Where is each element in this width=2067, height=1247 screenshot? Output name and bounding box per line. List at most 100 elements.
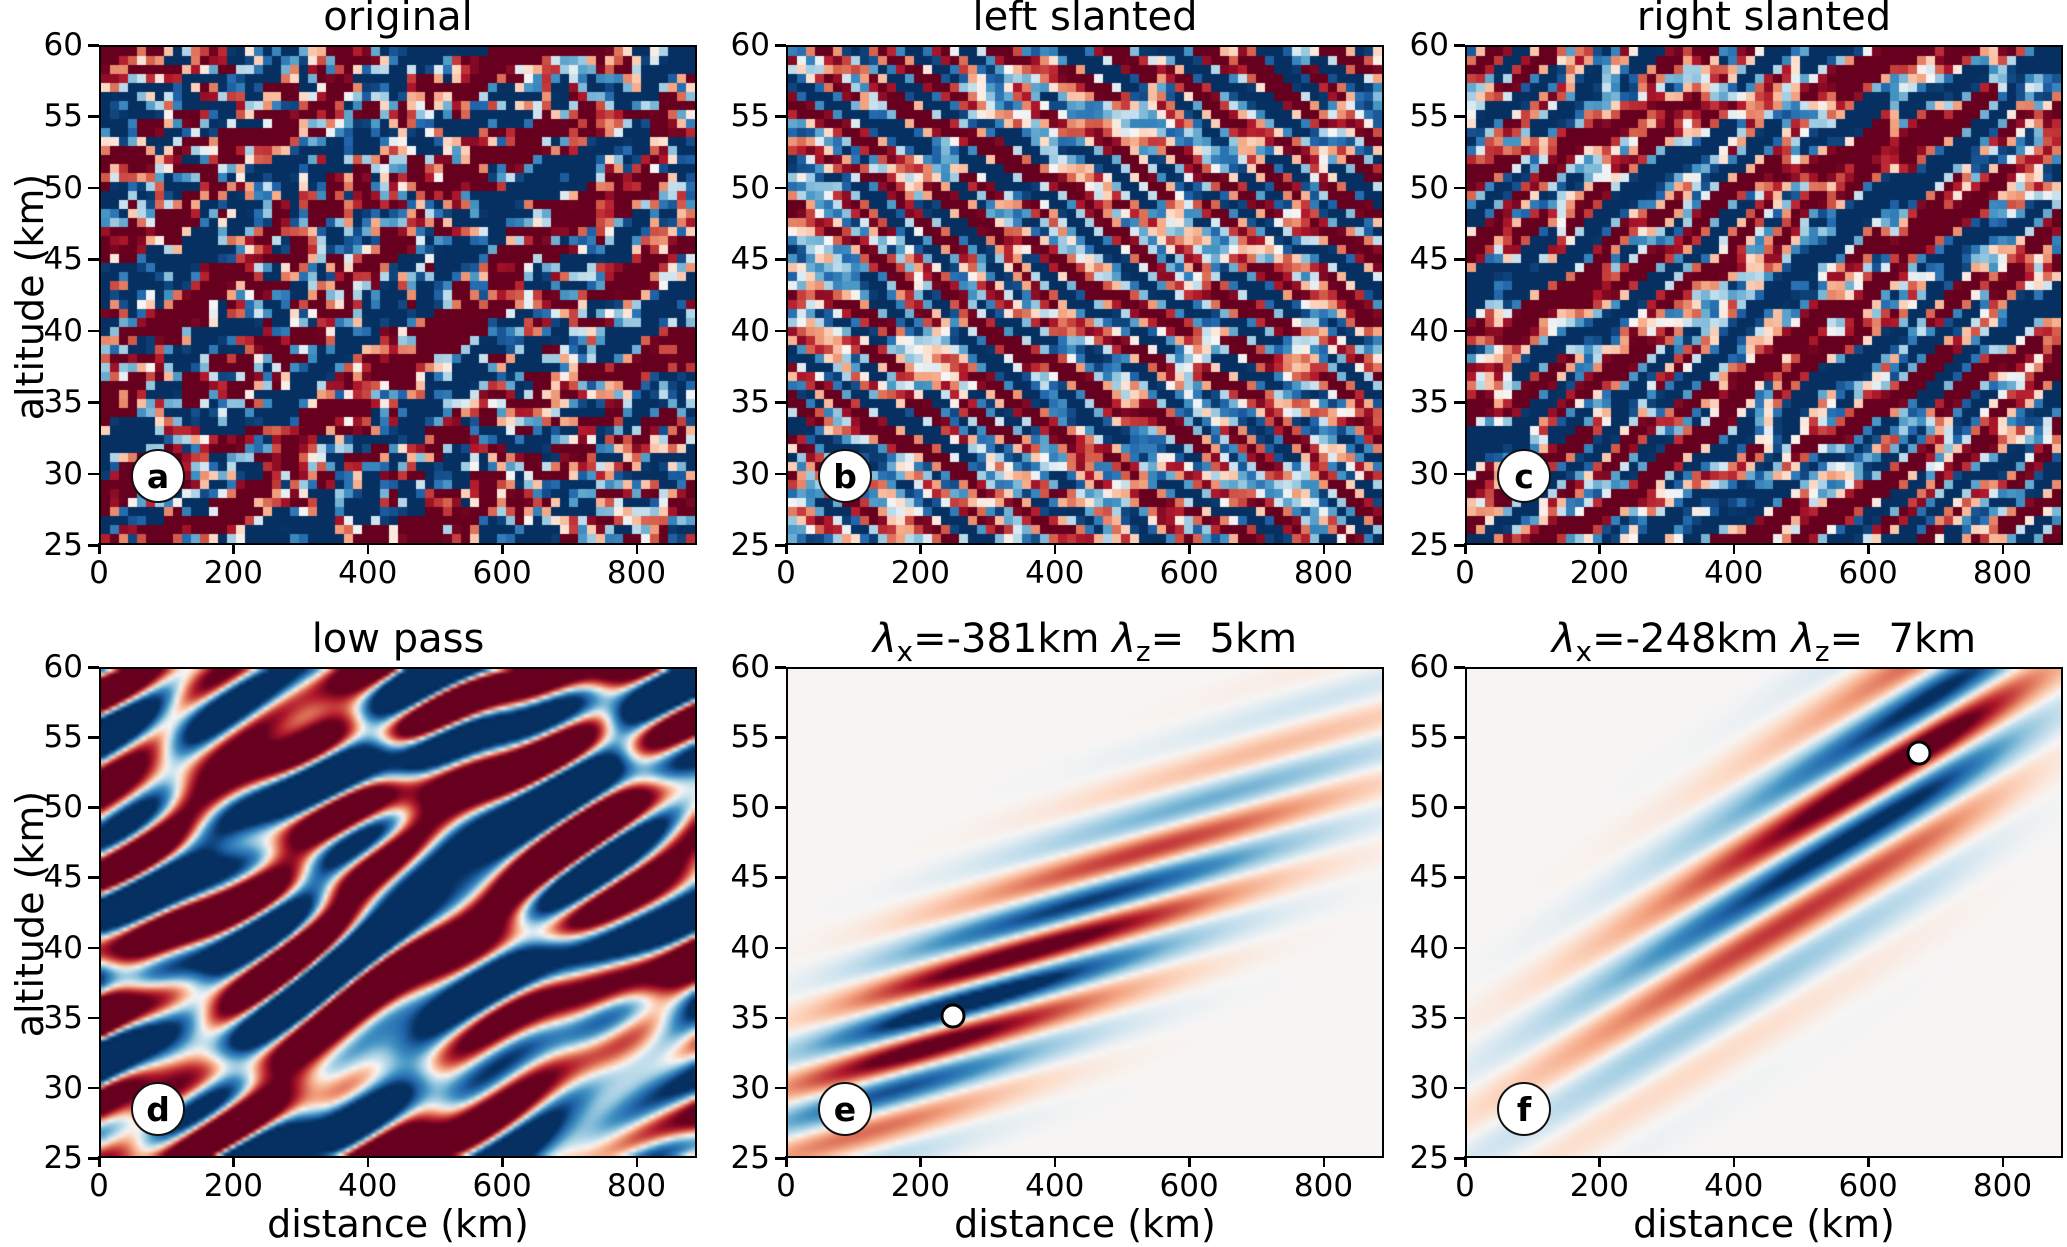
y-tick-mark [88, 666, 99, 669]
y-tick-label: 55 [43, 719, 83, 756]
panel-right-slanted: right slanted c 0 200 400 600 800 60 55 50 45 40… [1410, 0, 2063, 590]
y-axis-ticks: 60 55 50 45 40 35 30 25 [693, 650, 788, 1175]
y-tick-label: 35 [730, 384, 770, 421]
y-tick-label: 50 [43, 169, 83, 206]
y-tick-mark [88, 115, 99, 118]
x-tick-mark [785, 1156, 788, 1167]
x-tick-label: 400 [1704, 1168, 1764, 1204]
x-tick-label: 0 [1455, 555, 1475, 591]
x-tick-label: 400 [1704, 555, 1764, 591]
x-tick-mark [1464, 1156, 1467, 1167]
x-tick-mark [1188, 1156, 1191, 1167]
y-tick-label: 25 [1409, 527, 1449, 563]
x-tick-mark [1053, 1156, 1057, 1167]
y-tick-mark [88, 1016, 99, 1020]
panel-title: right slanted [1636, 0, 1892, 40]
y-tick-mark [88, 946, 99, 950]
y-tick-label: 50 [1409, 169, 1449, 206]
x-tick-mark [1598, 1156, 1601, 1167]
x-tick-mark [919, 543, 922, 554]
panel-title: λx=-381km λz= 5km [872, 616, 1298, 668]
y-tick-label: 60 [43, 649, 83, 685]
x-axis-ticks: 0 200 400 600 800 [1455, 1156, 2063, 1218]
y-tick-mark [775, 946, 786, 950]
y-tick-mark [775, 115, 786, 118]
x-tick-label: 0 [776, 555, 796, 591]
y-tick-mark [88, 472, 99, 476]
x-tick-mark [1464, 543, 1467, 554]
panel-letter: c [1514, 456, 1534, 496]
y-tick-mark [775, 186, 786, 190]
y-tick-mark [775, 806, 786, 809]
panel-low-pass: low pass d 0 200 400 600 800 60 55 50 45 40 35 30 2… [8, 616, 697, 1246]
x-tick-label: 200 [1569, 1168, 1629, 1204]
y-tick-mark [88, 329, 99, 333]
x-tick-label: 600 [472, 555, 532, 591]
y-tick-mark [1454, 472, 1465, 476]
y-tick-mark [1454, 1086, 1465, 1090]
x-tick-mark [98, 543, 101, 554]
y-tick-mark [775, 544, 786, 547]
y-tick-mark [1454, 258, 1465, 261]
y-tick-label: 25 [730, 1140, 770, 1176]
x-tick-mark [1053, 543, 1057, 554]
y-tick-mark [775, 1157, 786, 1160]
x-axis-ticks: 0 200 400 600 800 [776, 1156, 1384, 1218]
x-tick-label: 200 [1569, 555, 1629, 591]
y-tick-label: 45 [730, 241, 770, 278]
y-tick-label: 40 [43, 312, 83, 349]
y-tick-label: 25 [730, 527, 770, 563]
y-tick-label: 35 [1409, 384, 1449, 421]
y-tick-label: 60 [1409, 27, 1449, 63]
x-axis-ticks: 0 200 400 600 800 [776, 543, 1384, 605]
x-tick-label: 400 [1025, 555, 1085, 591]
y-tick-mark [775, 876, 786, 879]
y-tick-mark [775, 666, 786, 669]
y-tick-label: 60 [1409, 649, 1449, 685]
y-tick-label: 55 [1409, 719, 1449, 756]
y-tick-label: 55 [730, 719, 770, 756]
x-tick-label: 800 [1293, 555, 1354, 591]
y-tick-label: 30 [730, 455, 770, 492]
y-tick-label: 35 [43, 999, 83, 1036]
y-tick-mark [775, 258, 786, 261]
x-tick-mark [1322, 1156, 1326, 1167]
x-tick-label: 800 [1972, 555, 2033, 591]
y-tick-mark [88, 44, 99, 47]
x-tick-label: 200 [203, 1168, 263, 1204]
panel-letter-badge: b [818, 449, 872, 503]
y-tick-mark [88, 736, 99, 739]
x-tick-label: 400 [1025, 1168, 1085, 1204]
wave-center-marker [1906, 740, 1932, 766]
x-tick-mark [1322, 543, 1326, 554]
x-axis-ticks: 0 200 400 600 800 [1455, 543, 2063, 605]
x-tick-label: 800 [606, 1168, 667, 1204]
x-tick-label: 600 [472, 1168, 532, 1204]
y-axis-label: altitude (km) [8, 173, 52, 421]
x-tick-label: 600 [1838, 555, 1898, 591]
panel-letter-badge: e [818, 1082, 872, 1136]
x-tick-label: 600 [1838, 1168, 1898, 1204]
y-tick-mark [88, 401, 99, 404]
y-tick-label: 50 [730, 789, 770, 826]
panel-letter: f [1516, 1089, 1532, 1129]
x-tick-label: 400 [338, 555, 398, 591]
heatmap-canvas [101, 47, 695, 543]
panel-wave-packet-1: λx=-381km λz= 5km e 0 200 400 600 800 60 55 50… [731, 616, 1384, 1246]
x-tick-mark [1598, 543, 1601, 554]
panel-original: original a 0 200 400 600 800 60 55 50 45 40 35 30 2… [8, 0, 697, 590]
x-axis-label: distance (km) [1633, 1202, 1895, 1246]
x-tick-label: 0 [89, 1168, 109, 1204]
x-tick-mark [2001, 1156, 2005, 1167]
panel-title: original [323, 0, 473, 40]
x-tick-mark [635, 543, 639, 554]
x-tick-mark [501, 543, 504, 554]
panel-letter-badge: f [1497, 1082, 1551, 1136]
y-tick-label: 35 [1409, 999, 1449, 1036]
x-tick-label: 600 [1159, 1168, 1219, 1204]
y-tick-mark [1454, 806, 1465, 809]
y-tick-mark [1454, 876, 1465, 879]
y-tick-label: 30 [43, 455, 83, 492]
y-tick-mark [1454, 186, 1465, 190]
x-axis-ticks: 0 200 400 600 800 [89, 1156, 697, 1218]
